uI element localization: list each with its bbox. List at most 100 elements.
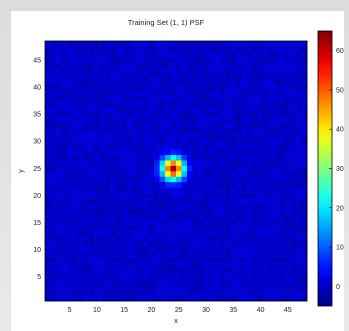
heatmap-cell — [203, 89, 210, 96]
heatmap-cell — [197, 122, 204, 128]
heatmap-cell — [159, 78, 166, 85]
heatmap-cell — [55, 41, 62, 47]
heatmap-cell — [94, 203, 100, 210]
heatmap-cell — [159, 198, 166, 204]
heatmap-cell — [105, 57, 111, 63]
heatmap-cell — [132, 295, 139, 302]
heatmap-cell — [279, 252, 286, 258]
heatmap-cell — [132, 279, 139, 286]
heatmap-cell — [296, 279, 302, 286]
heatmap-cell — [285, 73, 291, 80]
heatmap-cell — [154, 127, 160, 134]
heatmap-cell — [296, 111, 302, 118]
heatmap-cell — [181, 252, 188, 258]
heatmap-cell — [88, 268, 95, 275]
heatmap-cell — [45, 127, 51, 134]
heatmap-cell — [241, 252, 248, 258]
heatmap-cell — [143, 138, 150, 145]
heatmap-cell — [236, 57, 242, 63]
heatmap-cell — [121, 46, 128, 53]
heatmap-cell — [121, 246, 128, 253]
heatmap-cell — [66, 68, 73, 74]
heatmap-cell — [61, 127, 68, 134]
heatmap-cell — [181, 219, 188, 226]
heatmap-cell — [50, 198, 57, 204]
heatmap-cell — [296, 273, 302, 280]
heatmap-cell — [219, 225, 226, 231]
heatmap-cell — [143, 284, 150, 291]
heatmap-cell — [83, 225, 89, 231]
heatmap-cell — [165, 295, 171, 302]
heatmap-cell — [214, 149, 220, 156]
heatmap-cell — [176, 57, 182, 63]
heatmap-cell — [99, 208, 106, 215]
heatmap-cell — [154, 176, 160, 183]
heatmap-cell — [181, 89, 188, 96]
heatmap-cell — [72, 187, 79, 193]
heatmap-cell — [154, 143, 160, 150]
heatmap-cell — [176, 171, 182, 177]
heatmap-cell — [290, 263, 297, 269]
heatmap-cell — [236, 230, 242, 237]
heatmap-cell — [301, 295, 308, 302]
heatmap-cell — [88, 236, 95, 242]
heatmap-cell — [72, 257, 79, 264]
heatmap-cell — [143, 225, 150, 231]
heatmap-cell — [50, 230, 57, 237]
heatmap-cell — [197, 192, 204, 199]
heatmap-cell — [208, 295, 215, 302]
heatmap-cell — [296, 214, 302, 221]
heatmap-cell — [154, 252, 160, 258]
heatmap-cell — [165, 138, 171, 145]
heatmap-cell — [170, 127, 177, 134]
heatmap-cell — [126, 181, 133, 188]
heatmap-cell — [170, 165, 177, 172]
heatmap-cell — [181, 46, 188, 53]
heatmap-cell — [110, 171, 117, 177]
heatmap-cell — [50, 246, 57, 253]
heatmap-cell — [55, 95, 62, 101]
heatmap-cell — [296, 257, 302, 264]
heatmap-cell — [170, 230, 177, 237]
heatmap-cell — [72, 230, 79, 237]
heatmap-cell — [165, 279, 171, 286]
heatmap-cell — [94, 252, 100, 258]
heatmap-cell — [121, 181, 128, 188]
heatmap-cell — [181, 284, 188, 291]
heatmap-cell — [61, 219, 68, 226]
heatmap-cell — [230, 68, 237, 74]
heatmap-cell — [176, 284, 182, 291]
heatmap-cell — [115, 252, 122, 258]
heatmap-cell — [170, 116, 177, 123]
heatmap-cell — [88, 203, 95, 210]
heatmap-cell — [268, 154, 275, 161]
heatmap-cell — [137, 68, 144, 74]
heatmap-cell — [257, 273, 264, 280]
heatmap-cell — [99, 198, 106, 204]
heatmap-cell — [61, 154, 68, 161]
heatmap-cell — [208, 290, 215, 296]
heatmap-cell — [61, 257, 68, 264]
heatmap-cell — [274, 241, 281, 248]
heatmap-cell — [257, 127, 264, 134]
heatmap-cell — [186, 208, 193, 215]
heatmap-cell — [274, 46, 281, 53]
heatmap-cell — [296, 236, 302, 242]
heatmap-cell — [197, 154, 204, 161]
heatmap-cell — [77, 62, 84, 69]
heatmap-cell — [181, 116, 188, 123]
y-tick-label: 25 — [33, 166, 41, 173]
heatmap-cell — [192, 51, 199, 58]
heatmap-cell — [225, 268, 231, 275]
heatmap-cell — [66, 106, 73, 112]
heatmap-cell — [115, 46, 122, 53]
heatmap-cell — [77, 225, 84, 231]
heatmap-cell — [257, 143, 264, 150]
heatmap-cell — [285, 171, 291, 177]
heatmap-cell — [230, 225, 237, 231]
heatmap-cell — [50, 187, 57, 193]
heatmap-cell — [148, 57, 155, 63]
heatmap-cell — [55, 273, 62, 280]
heatmap-cell — [126, 133, 133, 139]
heatmap-cell — [263, 143, 270, 150]
